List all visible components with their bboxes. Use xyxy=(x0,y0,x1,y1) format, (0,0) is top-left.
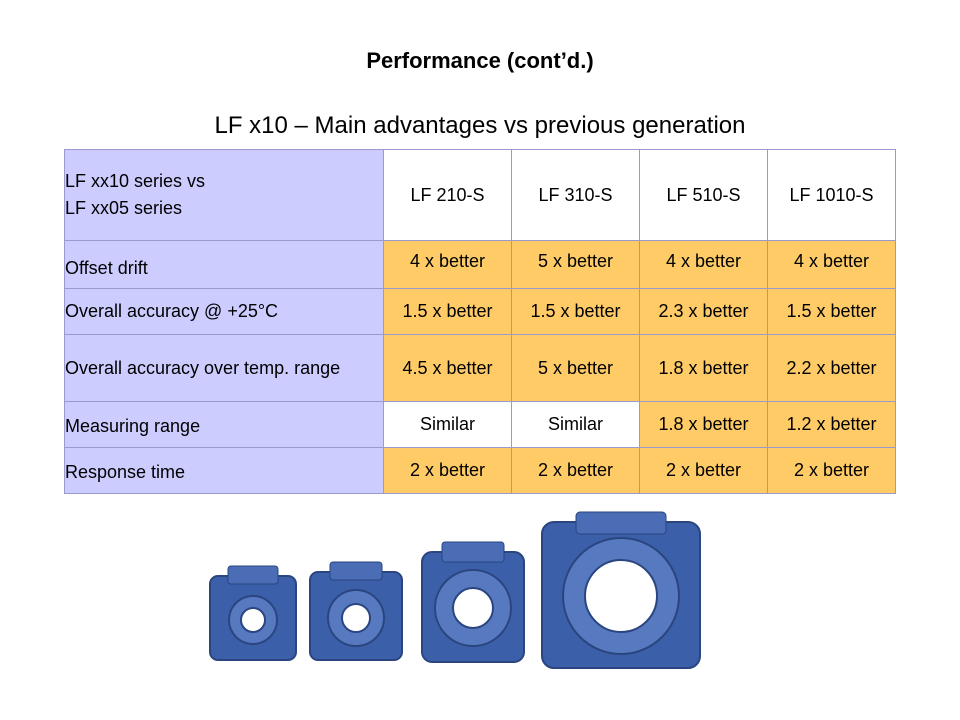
table-header-row: LF xx10 series vs LF xx05 series LF 210-… xyxy=(64,149,896,241)
table-cell: 2 x better xyxy=(383,447,512,494)
table-cell: 4 x better xyxy=(383,240,512,289)
table-cell: 1.2 x better xyxy=(767,401,896,448)
table-cell: 1.8 x better xyxy=(639,334,768,402)
table-cell: 2 x better xyxy=(767,447,896,494)
table-cell: 4 x better xyxy=(767,240,896,289)
table-cell: 2.2 x better xyxy=(767,334,896,402)
column-header: LF 210-S xyxy=(383,149,512,241)
corner-line-2: LF xx05 series xyxy=(65,198,183,218)
table-cell: 4.5 x better xyxy=(383,334,512,402)
column-header: LF 1010-S xyxy=(767,149,896,241)
table-row: Measuring range Similar Similar 1.8 x be… xyxy=(64,401,896,448)
table-cell: 4 x better xyxy=(639,240,768,289)
table-cell: 2.3 x better xyxy=(639,288,768,335)
table-cell: 5 x better xyxy=(511,240,640,289)
row-label: Offset drift xyxy=(64,240,384,289)
table-cell: 2 x better xyxy=(511,447,640,494)
column-header: LF 510-S xyxy=(639,149,768,241)
comparison-table: LF xx10 series vs LF xx05 series LF 210-… xyxy=(64,149,896,494)
table-cell: 1.5 x better xyxy=(511,288,640,335)
slide-title: Performance (cont’d.) xyxy=(366,48,594,73)
row-label: Response time xyxy=(64,447,384,494)
current-transducers-photo xyxy=(209,511,701,669)
corner-line-1: LF xx10 series vs xyxy=(65,171,206,191)
table-cell: 1.5 x better xyxy=(767,288,896,335)
slide-subtitle: LF x10 – Main advantages vs previous gen… xyxy=(214,112,746,139)
table-cell: 5 x better xyxy=(511,334,640,402)
table-corner-cell: LF xx10 series vs LF xx05 series xyxy=(64,149,384,241)
table-row: Overall accuracy over temp. range 4.5 x … xyxy=(64,334,896,402)
table-cell: 1.5 x better xyxy=(383,288,512,335)
transducer-lf510-image xyxy=(421,541,525,663)
table-cell: 2 x better xyxy=(639,447,768,494)
row-label: Overall accuracy @ +25°C xyxy=(64,288,384,335)
column-header: LF 310-S xyxy=(511,149,640,241)
table-cell: Similar xyxy=(383,401,512,448)
transducer-lf1010-image xyxy=(541,511,701,669)
table-cell: Similar xyxy=(511,401,640,448)
table-row: Response time 2 x better 2 x better 2 x … xyxy=(64,447,896,494)
table-row: Overall accuracy @ +25°C 1.5 x better 1.… xyxy=(64,288,896,335)
table-row: Offset drift 4 x better 5 x better 4 x b… xyxy=(64,240,896,289)
row-label: Overall accuracy over temp. range xyxy=(64,334,384,402)
transducer-lf310-image xyxy=(309,561,403,661)
table-cell: 1.8 x better xyxy=(639,401,768,448)
row-label: Measuring range xyxy=(64,401,384,448)
transducer-lf210-image xyxy=(209,565,297,661)
